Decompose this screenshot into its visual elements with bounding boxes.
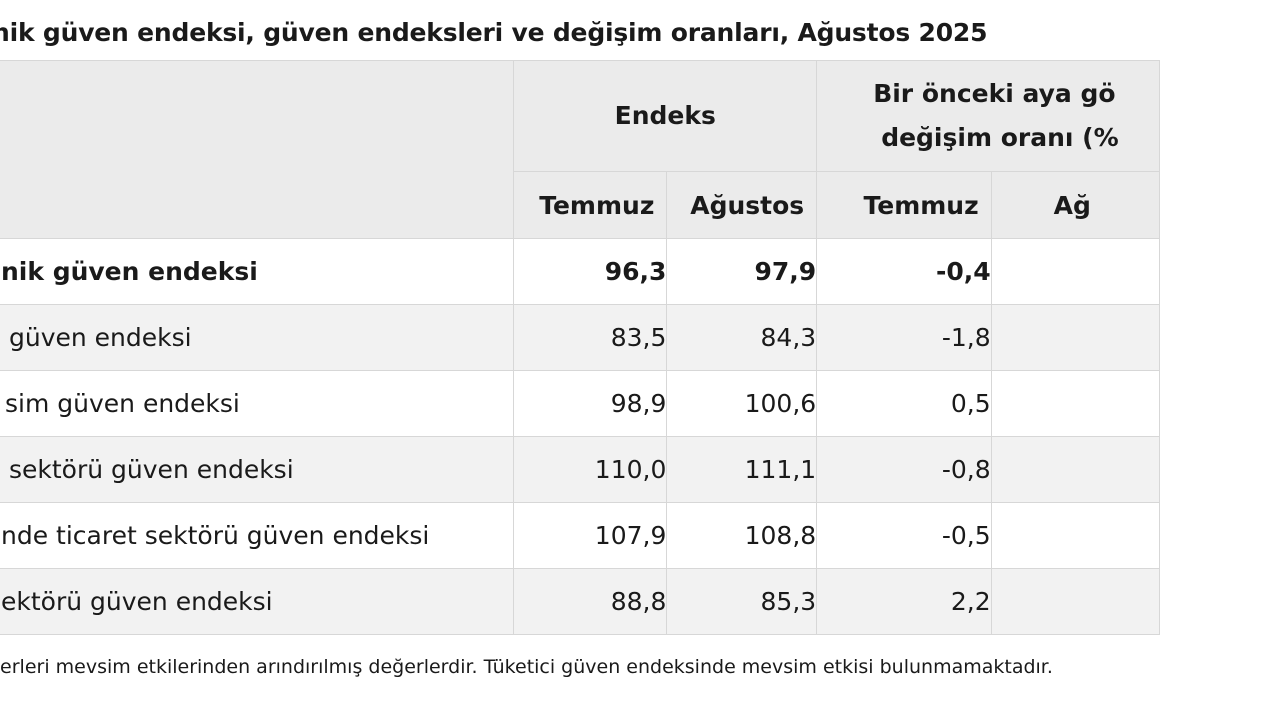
row-change-temmuz: -0,8: [816, 436, 992, 503]
row-change-agustos: [990, 238, 1161, 305]
row-agustos: 100,6: [666, 370, 818, 437]
table-footnote: ğerleri mevsim etkilerinden arındırılmış…: [0, 656, 1053, 678]
header-group-change-line2: değişim oranı (%: [881, 123, 1119, 152]
table-row: nik güven endeksi 96,3 97,9 -0,4: [0, 238, 1161, 305]
row-agustos: 85,3: [666, 568, 818, 635]
row-change-temmuz: -1,8: [816, 304, 992, 371]
table-row: sektörü güven endeksi 110,0 111,1 -0,8: [0, 436, 1161, 503]
table-row: güven endeksi 83,5 84,3 -1,8: [0, 304, 1161, 371]
row-agustos: 97,9: [666, 238, 818, 305]
header-change-temmuz: Temmuz: [816, 171, 992, 239]
table-title: nik güven endeksi, güven endeksleri ve d…: [0, 18, 988, 47]
row-change-agustos: [990, 568, 1161, 635]
row-change-agustos: [990, 304, 1161, 371]
row-temmuz: 96,3: [513, 238, 668, 305]
row-temmuz: 98,9: [513, 370, 668, 437]
row-agustos: 84,3: [666, 304, 818, 371]
row-temmuz: 83,5: [513, 304, 668, 371]
header-group-change-line1: Bir önceki aya gö: [873, 79, 1116, 108]
header-blank-cell: [0, 60, 515, 239]
row-change-agustos: [990, 370, 1161, 437]
header-agustos: Ağustos: [666, 171, 818, 239]
row-temmuz: 88,8: [513, 568, 668, 635]
row-label: nde ticaret sektörü güven endeksi: [0, 502, 515, 569]
row-change-temmuz: -0,5: [816, 502, 992, 569]
header-group-change: Bir önceki aya gö değişim oranı (%: [816, 60, 1160, 172]
row-label: güven endeksi: [0, 304, 515, 371]
row-agustos: 111,1: [666, 436, 818, 503]
row-change-agustos: [990, 502, 1161, 569]
header-change-agustos: Ağ: [990, 171, 1161, 239]
header-group-index: Endeks: [513, 60, 818, 172]
header-row-groups: Endeks Bir önceki aya gö değişim oranı (…: [0, 60, 1160, 239]
confidence-index-table: Endeks Bir önceki aya gö değişim oranı (…: [0, 60, 1161, 635]
row-label: sim güven endeksi: [0, 370, 515, 437]
header-row-months: Temmuz Ağustos Temmuz Ağ: [0, 171, 1161, 239]
row-change-temmuz: 0,5: [816, 370, 992, 437]
row-label: nik güven endeksi: [0, 238, 515, 305]
row-label: sektörü güven endeksi: [0, 436, 515, 503]
row-change-temmuz: -0,4: [816, 238, 992, 305]
row-temmuz: 110,0: [513, 436, 668, 503]
row-label: ektörü güven endeksi: [0, 568, 515, 635]
row-change-agustos: [990, 436, 1161, 503]
table-row: nde ticaret sektörü güven endeksi 107,9 …: [0, 502, 1161, 569]
row-agustos: 108,8: [666, 502, 818, 569]
header-temmuz: Temmuz: [513, 171, 668, 239]
table-row: ektörü güven endeksi 88,8 85,3 2,2: [0, 568, 1161, 635]
row-temmuz: 107,9: [513, 502, 668, 569]
table-row: sim güven endeksi 98,9 100,6 0,5: [0, 370, 1161, 437]
row-change-temmuz: 2,2: [816, 568, 992, 635]
